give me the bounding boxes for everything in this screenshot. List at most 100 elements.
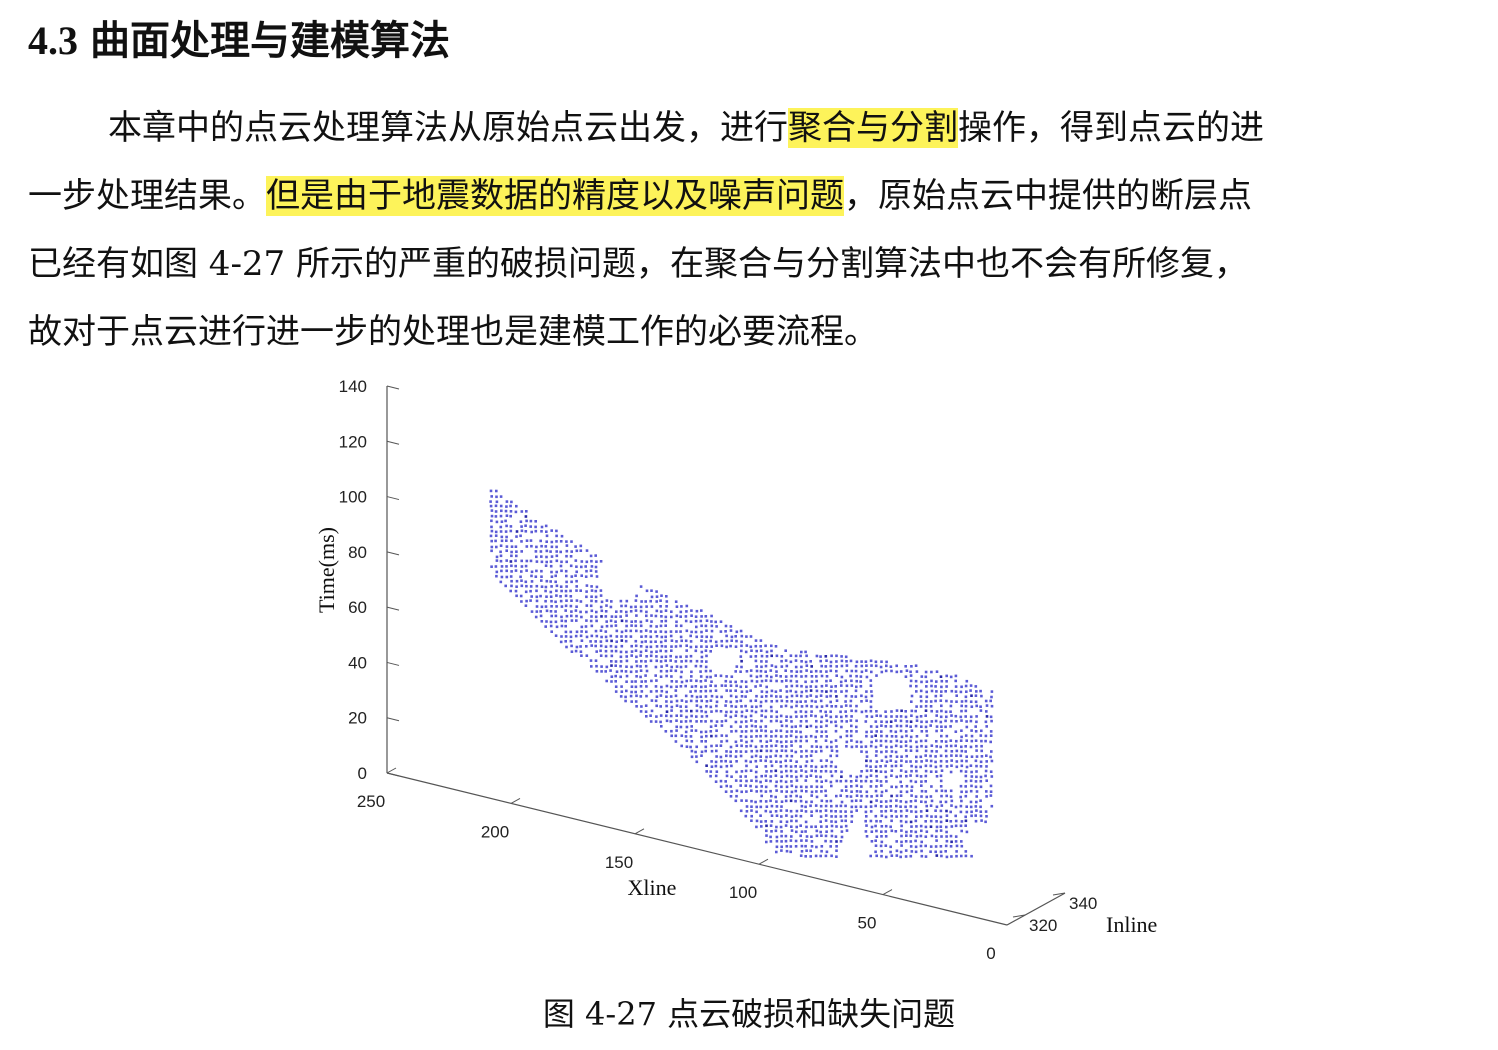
point [574, 559, 578, 562]
point [759, 814, 762, 817]
point [494, 515, 498, 518]
point [815, 679, 818, 683]
point [945, 814, 949, 817]
point [850, 679, 853, 683]
point [799, 670, 803, 673]
point [825, 830, 828, 833]
point [689, 620, 693, 623]
point [754, 720, 758, 723]
point [895, 715, 899, 718]
point [920, 744, 923, 748]
point [780, 830, 783, 833]
point [605, 599, 609, 602]
point [964, 750, 967, 753]
point [669, 659, 672, 662]
point [834, 705, 838, 708]
point [550, 605, 553, 608]
point [665, 674, 668, 678]
point [884, 775, 888, 779]
point [555, 584, 559, 588]
point [854, 805, 858, 809]
point [695, 760, 699, 764]
point [594, 600, 598, 603]
point [739, 750, 743, 753]
point [899, 809, 903, 813]
point [600, 609, 604, 613]
point [799, 724, 802, 728]
point [870, 670, 873, 674]
point [649, 624, 653, 628]
point [830, 815, 833, 818]
point [515, 554, 518, 558]
point [790, 670, 793, 673]
point [909, 670, 912, 674]
point [684, 720, 688, 723]
point [769, 739, 773, 742]
point [865, 775, 869, 779]
point [805, 760, 809, 763]
point [549, 590, 553, 594]
point [680, 639, 683, 643]
point [849, 674, 852, 678]
point [855, 740, 859, 744]
point [505, 549, 508, 552]
point [924, 790, 928, 793]
point [675, 719, 678, 722]
point [644, 680, 647, 683]
point [975, 775, 978, 779]
point [765, 829, 768, 833]
point [515, 594, 518, 598]
point [914, 765, 918, 769]
point [595, 585, 599, 589]
point [629, 610, 633, 613]
point [704, 695, 708, 698]
point [789, 794, 793, 798]
x-tick-label: 50 [858, 914, 877, 933]
point [565, 580, 568, 584]
point [934, 699, 937, 703]
point [650, 595, 654, 599]
point [749, 699, 753, 703]
point [639, 630, 643, 633]
point [729, 644, 732, 648]
point [815, 809, 818, 813]
point [644, 629, 648, 632]
point [599, 589, 603, 592]
point [774, 810, 778, 813]
point [829, 710, 832, 713]
point [950, 754, 953, 757]
point [969, 684, 973, 687]
point [780, 724, 784, 728]
point [770, 814, 774, 817]
point [574, 649, 578, 653]
point [790, 825, 793, 828]
point [765, 740, 769, 743]
point [805, 719, 808, 723]
point [729, 785, 733, 788]
point [634, 624, 638, 628]
point [649, 630, 652, 633]
point [850, 724, 853, 728]
point [685, 649, 688, 652]
point [600, 625, 604, 629]
point [665, 700, 668, 703]
point [800, 684, 803, 688]
point [810, 794, 813, 797]
point [904, 730, 908, 733]
point [720, 639, 723, 643]
point [770, 654, 773, 658]
point [705, 654, 708, 658]
point [670, 639, 674, 642]
point [505, 505, 508, 508]
point [824, 665, 828, 668]
point [489, 489, 493, 493]
point [784, 764, 788, 768]
point [614, 685, 618, 688]
point [754, 710, 758, 714]
point [780, 745, 784, 748]
point [755, 749, 759, 753]
point [580, 630, 583, 633]
paragraph-text: ，原始点云中提供的断层点 [844, 176, 1252, 216]
point [825, 714, 828, 717]
point [925, 680, 929, 683]
